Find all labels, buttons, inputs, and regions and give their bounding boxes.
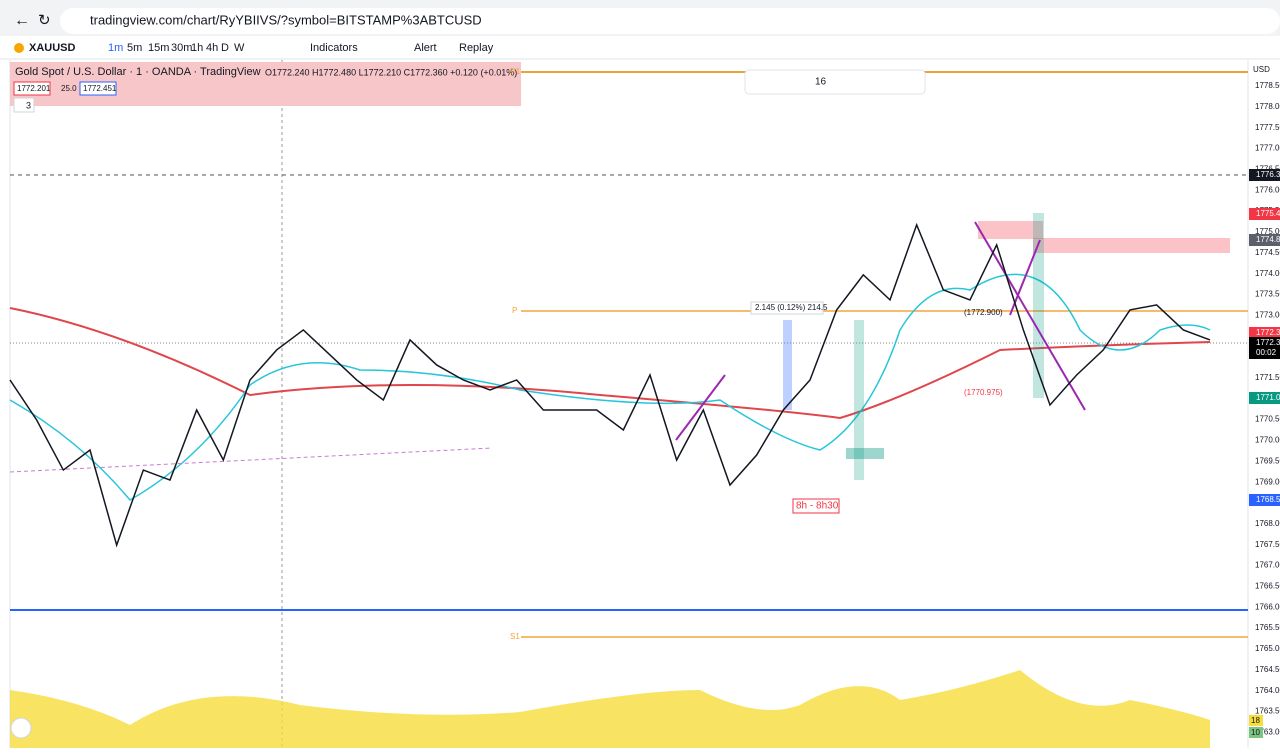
indicators-button[interactable]: Indicators bbox=[310, 42, 358, 54]
s1-label: S1 bbox=[510, 632, 520, 641]
price-badge-label: 1768.56 bbox=[1256, 495, 1280, 504]
currency: USD bbox=[1253, 65, 1270, 74]
collapse-button[interactable] bbox=[13, 97, 35, 113]
price-badge-label: 1775.43 bbox=[1256, 209, 1280, 218]
r1-label: R1 bbox=[510, 67, 521, 76]
input-value: 25.0 bbox=[61, 84, 77, 93]
interval-button[interactable]: W bbox=[234, 42, 245, 54]
price-badge bbox=[1249, 494, 1280, 506]
price-badge bbox=[1249, 392, 1280, 404]
interval-button[interactable]: D bbox=[221, 42, 229, 54]
price-tick-label: 1765.50 bbox=[1255, 623, 1280, 632]
price-tick-label: 1774.50 bbox=[1255, 248, 1280, 257]
price-badge bbox=[1249, 337, 1280, 359]
input-box bbox=[13, 81, 51, 96]
price-badge-label: 1772.34 bbox=[1256, 328, 1280, 337]
price-badge-label: 1772.33 bbox=[1256, 338, 1280, 347]
collapsed-count: 3 bbox=[26, 100, 31, 110]
price-tick-label: 1773.50 bbox=[1255, 290, 1280, 299]
price-tick-label: 1766.50 bbox=[1255, 582, 1280, 591]
price-tick-label: 1775.00 bbox=[1255, 227, 1280, 236]
volume-badge bbox=[1249, 715, 1263, 726]
price-badge-countdown: 00:02 bbox=[1256, 348, 1277, 357]
logo bbox=[10, 717, 32, 739]
pivot-label: P bbox=[512, 306, 517, 315]
address-field[interactable] bbox=[60, 8, 1280, 34]
drawing-toolbar bbox=[744, 69, 926, 95]
symbol[interactable]: XAUUSD bbox=[29, 42, 76, 54]
url[interactable]: tradingview.com/chart/RyYBIIVS/?symbol=B… bbox=[90, 12, 482, 27]
replay-button[interactable]: Replay bbox=[459, 42, 494, 54]
range-box bbox=[854, 320, 864, 480]
price-badge-label: 1774.80 bbox=[1256, 235, 1280, 244]
measure-label: 2.145 (0.12%) 214.5 bbox=[755, 303, 828, 312]
price-tick-label: 1776.00 bbox=[1255, 185, 1280, 194]
trend-line bbox=[9, 447, 493, 473]
price-badge bbox=[1249, 327, 1280, 339]
volume-area bbox=[10, 670, 1210, 748]
legend-ohlc: O1772.240 H1772.480 L1772.210 C1772.360 … bbox=[265, 67, 517, 77]
range-box bbox=[1033, 213, 1044, 398]
demand-zone bbox=[846, 448, 884, 459]
price-tick-label: 1777.00 bbox=[1255, 144, 1280, 153]
interval-button[interactable]: 1h bbox=[191, 42, 203, 54]
price-tick-label: 1778.50 bbox=[1255, 81, 1280, 90]
symbol-icon bbox=[14, 43, 24, 53]
interval-button[interactable]: 15m bbox=[148, 42, 169, 54]
legend-title: Gold Spot / U.S. Dollar · 1 · OANDA · Tr… bbox=[15, 66, 261, 78]
price-tick-label: 1763.00 bbox=[1255, 727, 1280, 736]
price-tick-label: 1770.50 bbox=[1255, 415, 1280, 424]
price-tick-label: 1764.00 bbox=[1255, 686, 1280, 695]
price-tick-label: 1777.50 bbox=[1255, 123, 1280, 132]
chart-toolbar bbox=[0, 37, 1280, 59]
interval-button[interactable]: 4h bbox=[206, 42, 218, 54]
session-label: 8h - 8h30 bbox=[796, 501, 839, 512]
supply-zone bbox=[1033, 238, 1230, 253]
font-size[interactable]: 16 bbox=[815, 77, 827, 88]
level-label: (1772.900) bbox=[964, 308, 1003, 317]
price-tick-label: 1768.00 bbox=[1255, 519, 1280, 528]
price-badge-label: 1776.35 bbox=[1256, 170, 1280, 179]
price-badge bbox=[1249, 169, 1280, 181]
price-tick-label: 1773.00 bbox=[1255, 310, 1280, 319]
price-tick-label: 1767.00 bbox=[1255, 561, 1280, 570]
price-tick-label: 1774.00 bbox=[1255, 269, 1280, 278]
supply-zone bbox=[978, 221, 1043, 239]
price-badge bbox=[1249, 208, 1280, 220]
volume-badge bbox=[1249, 727, 1263, 738]
alert-button[interactable]: Alert bbox=[414, 42, 437, 54]
trend-line bbox=[675, 374, 726, 441]
reload-button[interactable]: ↻ bbox=[38, 12, 51, 29]
price-tick-label: 1766.00 bbox=[1255, 602, 1280, 611]
price-tick-label: 1769.50 bbox=[1255, 456, 1280, 465]
price-tick-label: 1764.50 bbox=[1255, 665, 1280, 674]
input-value: 1772.451 bbox=[83, 84, 117, 93]
price-tick-label: 1765.00 bbox=[1255, 644, 1280, 653]
moving-average-fast bbox=[9, 273, 1211, 501]
input-value: 1772.201 bbox=[17, 84, 51, 93]
back-button[interactable]: ← bbox=[14, 12, 30, 29]
input-box bbox=[79, 81, 117, 96]
interval-button[interactable]: 5m bbox=[127, 42, 142, 54]
price-tick-label: 1770.00 bbox=[1255, 436, 1280, 445]
price-tick-label: 1763.50 bbox=[1255, 707, 1280, 716]
price-badge-label: 1771.03 bbox=[1256, 393, 1280, 402]
volume-badge-label: 10 bbox=[1251, 728, 1260, 737]
volume-badge-label: 18 bbox=[1251, 716, 1260, 725]
interval-button[interactable]: 1m bbox=[108, 42, 123, 54]
measure-box bbox=[783, 320, 792, 410]
interval-button[interactable]: 30m bbox=[171, 42, 192, 54]
price-tick-label: 1771.50 bbox=[1255, 373, 1280, 382]
price-badge bbox=[1249, 234, 1280, 246]
session-box bbox=[792, 498, 840, 514]
price-tick-label: 1769.00 bbox=[1255, 477, 1280, 486]
price-tick-label: 1767.50 bbox=[1255, 540, 1280, 549]
level-label: (1770.975) bbox=[964, 388, 1003, 397]
measure-label-box bbox=[750, 301, 824, 315]
price-tick-label: 1778.00 bbox=[1255, 102, 1280, 111]
price-line bbox=[9, 222, 1211, 548]
